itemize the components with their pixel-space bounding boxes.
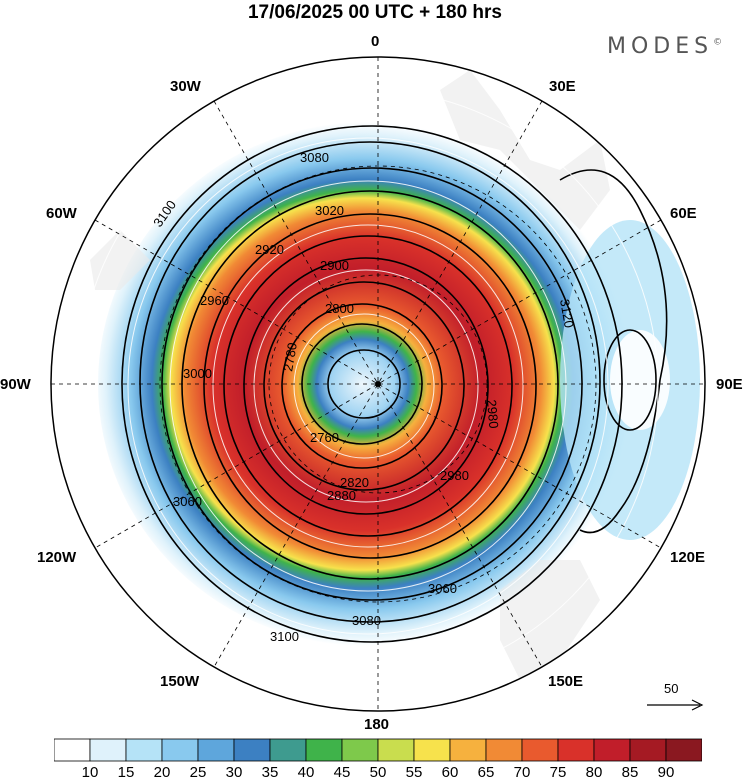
colorbar-swatch — [54, 738, 91, 762]
contour-label: 2760 — [310, 430, 339, 445]
colorbar-tick-label: 60 — [441, 764, 459, 781]
lon-label-120e: 120E — [670, 549, 706, 566]
lon-label-150e: 150E — [548, 673, 584, 690]
modes-logo: MODES© — [607, 34, 722, 59]
contour-label: 3060 — [173, 494, 202, 509]
colorbar — [54, 738, 702, 762]
contour-label: 3020 — [315, 203, 344, 218]
colorbar-tick-label: 65 — [477, 764, 495, 781]
colorbar-tick-label: 40 — [297, 764, 315, 781]
lon-label-180: 180 — [364, 716, 390, 733]
contour-label: 3120 — [557, 298, 577, 329]
colorbar-swatch — [89, 738, 127, 762]
lon-label-90e: 90E — [716, 376, 743, 393]
colorbar-tick-label: 30 — [225, 764, 243, 781]
colorbar-swatch — [197, 738, 235, 762]
colorbar-tick-label: 80 — [585, 764, 603, 781]
vector-scale-label: 50 — [664, 681, 679, 696]
lon-label-30w: 30W — [170, 78, 201, 95]
brand-text: MODES — [607, 34, 714, 59]
colorbar-tick-label: 10 — [81, 764, 99, 781]
lon-label-120w: 120W — [37, 549, 77, 566]
colorbar-tick-label: 35 — [261, 764, 279, 781]
lon-label-30e: 30E — [549, 78, 576, 95]
contour-label: 2900 — [320, 258, 349, 273]
colorbar-swatch — [377, 738, 415, 762]
colorbar-tick-label: 20 — [153, 764, 171, 781]
contour-label: 2780 — [280, 341, 300, 372]
contour-label: 2980 — [484, 399, 501, 429]
colorbar-tick-label: 45 — [333, 764, 351, 781]
vector-scale — [647, 699, 704, 711]
colorbar-swatch — [269, 738, 307, 762]
wind-speed-shading — [51, 57, 705, 711]
colorbar-swatch — [125, 738, 163, 762]
lon-label-60e: 60E — [670, 205, 697, 222]
lon-label-150w: 150W — [160, 673, 200, 690]
colorbar-swatch — [485, 738, 523, 762]
contour-label: 3080 — [300, 150, 329, 165]
contour-label: 3060 — [428, 581, 457, 596]
colorbar-tick-label: 25 — [189, 764, 207, 781]
lon-label-0: 0 — [371, 33, 380, 50]
colorbar-tick-label: 50 — [369, 764, 387, 781]
colorbar-swatch — [413, 738, 451, 762]
brand-mark: © — [713, 37, 723, 48]
colorbar-swatch — [233, 738, 271, 762]
contour-label: 2880 — [327, 488, 356, 503]
colorbar-tick-label: 75 — [549, 764, 567, 781]
colorbar-swatch — [305, 738, 343, 762]
colorbar-swatch — [557, 738, 595, 762]
colorbar-tick-label: 85 — [621, 764, 639, 781]
contour-label: 2820 — [340, 475, 369, 490]
map-title: 17/06/2025 00 UTC + 180 hrs — [247, 2, 503, 23]
contour-label: 2800 — [325, 301, 354, 316]
contour-label: 3100 — [270, 629, 299, 644]
map-boundary — [50, 56, 706, 712]
colorbar-tick-label: 15 — [117, 764, 135, 781]
colorbar-tick-label: 90 — [657, 764, 675, 781]
colorbar-swatch — [161, 738, 199, 762]
contour-label: 2980 — [440, 468, 469, 483]
contour-label: 3000 — [183, 366, 212, 381]
contour-label: 3080 — [352, 613, 381, 628]
lon-label-90w: 90W — [0, 376, 31, 393]
colorbar-swatch — [629, 738, 667, 762]
colorbar-tick-label: 55 — [405, 764, 423, 781]
colorbar-swatch — [449, 738, 487, 762]
wind-vectors — [77, 89, 659, 683]
lon-label-60w: 60W — [46, 205, 77, 222]
colorbar-swatch — [341, 738, 379, 762]
colorbar-swatch — [665, 738, 702, 762]
colorbar-swatch — [521, 738, 559, 762]
contour-label: 2960 — [200, 293, 229, 308]
contour-label: 2920 — [255, 242, 284, 257]
pole-marker — [375, 381, 381, 387]
colorbar-tick-label: 70 — [513, 764, 531, 781]
colorbar-swatch — [593, 738, 631, 762]
graticule — [51, 57, 705, 711]
